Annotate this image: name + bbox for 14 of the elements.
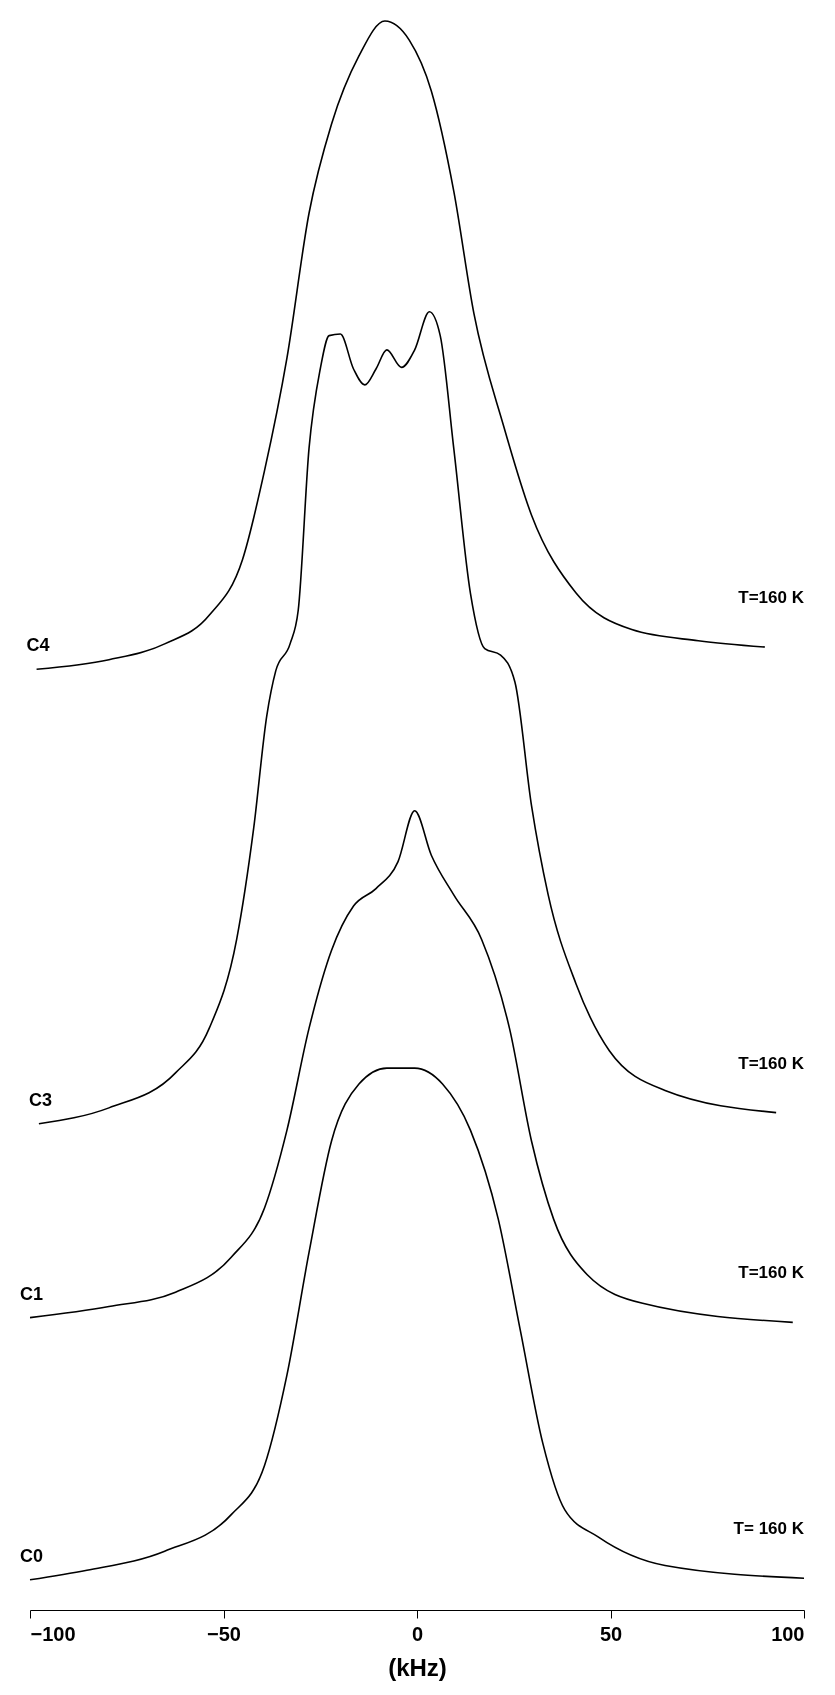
x-tick-label: 50 [599,1622,623,1645]
annotation: T= 160 K [733,1519,805,1539]
x-tick-label: −100 [30,1622,76,1645]
x-axis-title: (kHz) [388,1653,447,1681]
annotation: T=160 K [738,1053,805,1073]
annotation: T=160 K [738,588,805,608]
x-tick-label: −50 [207,1622,241,1645]
series-label: C3 [28,1089,52,1110]
x-tick-label: 0 [411,1622,424,1645]
series-label: C1 [20,1283,44,1304]
x-tick-label: 100 [771,1622,805,1645]
annotation: T=160 K [738,1263,805,1283]
series-label: C0 [20,1545,44,1566]
series-label: C4 [26,635,50,656]
